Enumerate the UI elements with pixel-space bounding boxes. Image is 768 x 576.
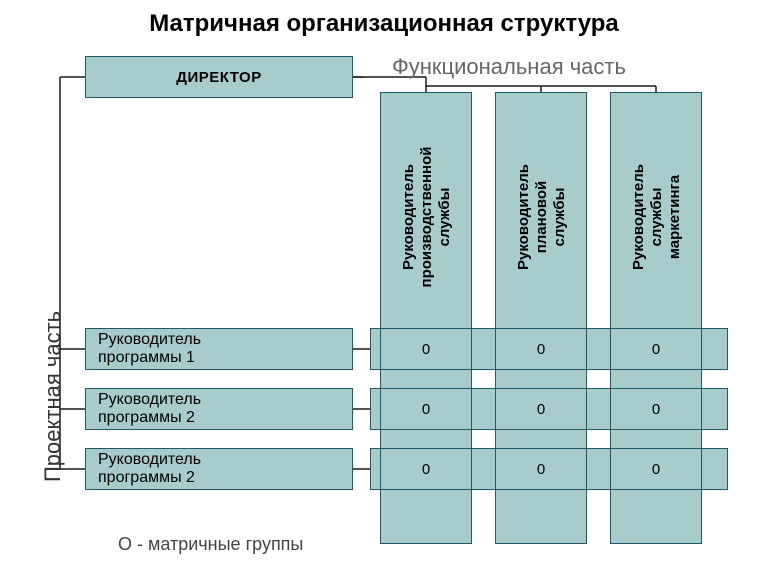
matrix-cell: 0 — [610, 328, 702, 370]
matrix-cell: 0 — [380, 448, 472, 490]
matrix-cell: 0 — [495, 448, 587, 490]
program-row-label: Руководительпрограммы 1 — [85, 328, 353, 370]
page-title: Матричная организационная структура — [0, 0, 768, 44]
matrix-cell: 0 — [380, 328, 472, 370]
functional-label: Функциональная часть — [392, 54, 626, 80]
function-column-label: Руководитель производственной службы — [400, 117, 454, 317]
program-row-label: Руководительпрограммы 2 — [85, 388, 353, 430]
matrix-cell: 0 — [610, 388, 702, 430]
function-column-label: Руководитель службы маркетинга — [630, 117, 684, 317]
matrix-cell: 0 — [610, 448, 702, 490]
project-label: Проектная часть — [40, 311, 66, 482]
program-row-label: Руководительпрограммы 2 — [85, 448, 353, 490]
director-box: ДИРЕКТОР — [85, 56, 353, 98]
legend-text: О - матричные группы — [118, 534, 303, 555]
matrix-cell: 0 — [495, 388, 587, 430]
diagram-stage: ДИРЕКТОР Функциональная часть Проектная ча… — [0, 44, 768, 564]
matrix-cell: 0 — [380, 388, 472, 430]
matrix-cell: 0 — [495, 328, 587, 370]
function-column-label: Руководитель плановой службы — [515, 117, 569, 317]
